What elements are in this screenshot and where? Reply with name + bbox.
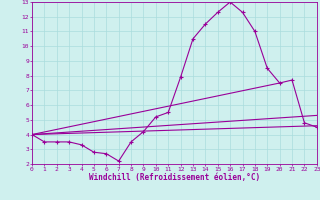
X-axis label: Windchill (Refroidissement éolien,°C): Windchill (Refroidissement éolien,°C): [89, 173, 260, 182]
